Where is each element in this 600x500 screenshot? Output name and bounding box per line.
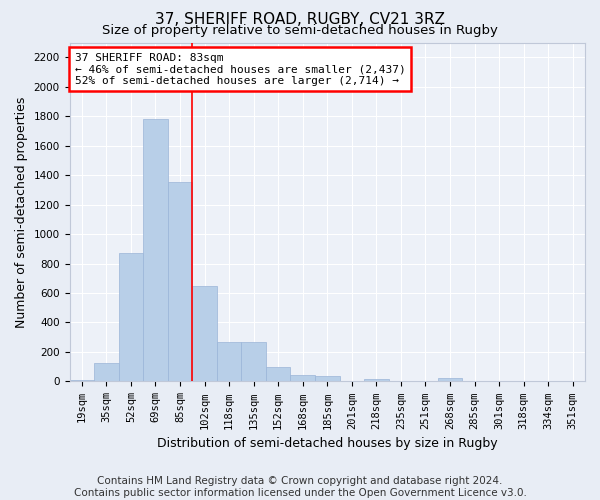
- Bar: [266, 366, 290, 382]
- Text: Contains HM Land Registry data © Crown copyright and database right 2024.
Contai: Contains HM Land Registry data © Crown c…: [74, 476, 526, 498]
- Bar: [413, 380, 438, 382]
- Bar: [192, 286, 217, 382]
- Bar: [315, 376, 340, 382]
- Bar: [462, 380, 487, 382]
- Bar: [364, 379, 389, 382]
- Bar: [536, 380, 560, 382]
- Text: Size of property relative to semi-detached houses in Rugby: Size of property relative to semi-detach…: [102, 24, 498, 37]
- Bar: [217, 342, 241, 382]
- Bar: [560, 380, 585, 382]
- Bar: [290, 375, 315, 382]
- Bar: [487, 380, 511, 382]
- Bar: [438, 378, 462, 382]
- Text: 37 SHERIFF ROAD: 83sqm
← 46% of semi-detached houses are smaller (2,437)
52% of : 37 SHERIFF ROAD: 83sqm ← 46% of semi-det…: [74, 52, 406, 86]
- Text: 37, SHERIFF ROAD, RUGBY, CV21 3RZ: 37, SHERIFF ROAD, RUGBY, CV21 3RZ: [155, 12, 445, 28]
- Bar: [241, 342, 266, 382]
- Bar: [143, 119, 168, 382]
- Bar: [119, 253, 143, 382]
- Bar: [511, 380, 536, 382]
- Y-axis label: Number of semi-detached properties: Number of semi-detached properties: [15, 96, 28, 328]
- Bar: [70, 380, 94, 382]
- Bar: [340, 380, 364, 382]
- X-axis label: Distribution of semi-detached houses by size in Rugby: Distribution of semi-detached houses by …: [157, 437, 497, 450]
- Bar: [168, 182, 192, 382]
- Bar: [389, 380, 413, 382]
- Bar: [94, 363, 119, 382]
